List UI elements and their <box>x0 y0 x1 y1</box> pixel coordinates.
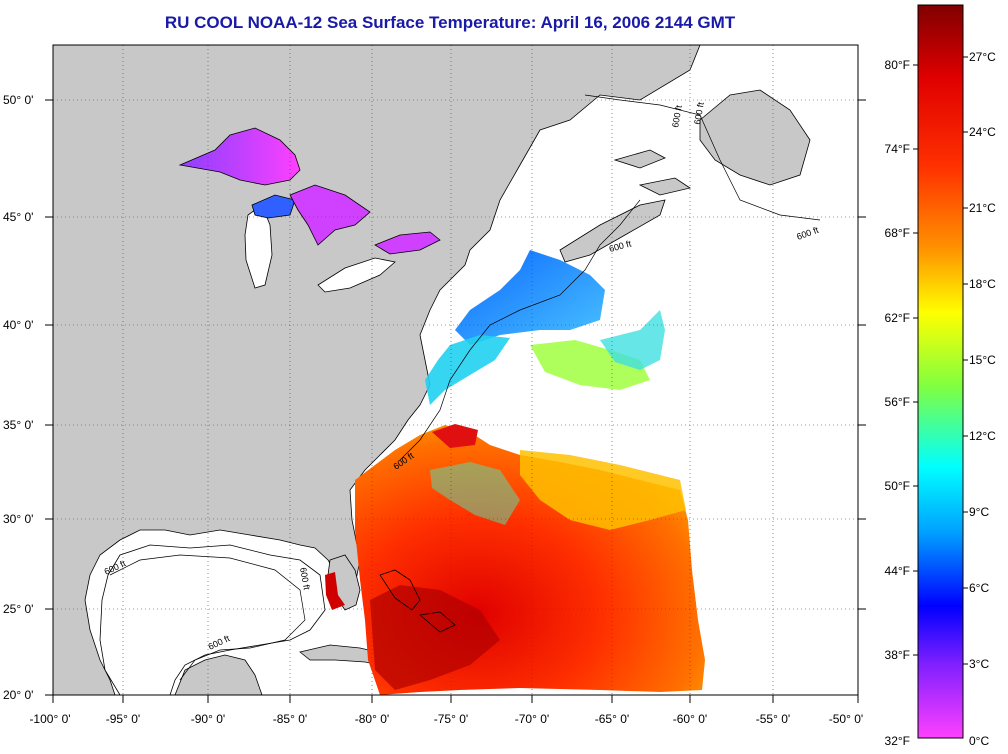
contour-label: 600 ft <box>670 104 684 128</box>
fahrenheit-label: 50°F <box>885 479 910 493</box>
celsius-label: 6°C <box>969 581 989 595</box>
depth-contour-600ft <box>109 94 821 681</box>
celsius-label: 24°C <box>969 125 996 139</box>
land-north-america <box>53 45 701 695</box>
lon-label: -55° 0' <box>756 712 790 726</box>
lat-label: 30° 0' <box>3 512 33 526</box>
fahrenheit-label: 68°F <box>885 226 910 240</box>
sst-offshore-cyan <box>600 310 665 370</box>
map-title: RU COOL NOAA-12 Sea Surface Temperature:… <box>164 13 736 32</box>
lon-label: -80° 0' <box>355 712 389 726</box>
colorbar-gradient <box>917 4 964 739</box>
lake-huron <box>289 184 371 246</box>
lat-label: 50° 0' <box>3 93 33 107</box>
latitude-labels: 50° 0' 45° 0' 40° 0' 35° 0' 30° 0' 25° 0… <box>3 93 33 702</box>
lon-label: -100° 0' <box>29 712 70 726</box>
land-bahamas <box>379 569 456 633</box>
celsius-label: 0°C <box>969 734 989 748</box>
lon-label: -75° 0' <box>434 712 468 726</box>
lon-label: -50° 0' <box>829 712 863 726</box>
lon-label: -65° 0' <box>595 712 629 726</box>
celsius-label: 12°C <box>969 429 996 443</box>
lon-label: -90° 0' <box>191 712 225 726</box>
sst-hatteras-red <box>432 424 478 448</box>
lake-erie <box>317 257 396 293</box>
sst-mixed-band <box>430 462 520 525</box>
map-canvas: 600 ft 600 ft 600 ft 600 ft 600 ft 600 f… <box>53 45 858 695</box>
gulf-of-mexico <box>99 544 326 695</box>
celsius-label: 3°C <box>969 657 989 671</box>
fahrenheit-label: 74°F <box>885 142 910 156</box>
land-islands-gulf-st-lawrence <box>613 149 691 196</box>
longitude-labels: -100° 0' -95° 0' -90° 0' -85° 0' -80° 0'… <box>29 712 863 726</box>
land-nova-scotia <box>559 199 666 263</box>
sst-dark-red-core <box>370 585 500 690</box>
celsius-label: 21°C <box>969 201 996 215</box>
sst-florida-keys-red <box>325 572 345 610</box>
fahrenheit-label: 62°F <box>885 311 910 325</box>
lat-label: 20° 0' <box>3 688 33 702</box>
lat-label: 25° 0' <box>3 602 33 616</box>
contour-label: 600 ft <box>298 567 312 591</box>
lake-ontario <box>374 231 441 255</box>
fahrenheit-label: 32°F <box>885 734 910 748</box>
lat-label: 35° 0' <box>3 418 33 432</box>
lon-label: -85° 0' <box>273 712 307 726</box>
colorbar-celsius-labels: 27°C 24°C 21°C 18°C 15°C 12°C 9°C 6°C 3°… <box>969 50 996 748</box>
sst-shelf-cold <box>455 250 605 345</box>
lon-label: -70° 0' <box>515 712 549 726</box>
colorbar: 80°F 74°F 68°F 62°F 56°F 50°F 44°F 38°F … <box>885 4 996 748</box>
lat-label: 45° 0' <box>3 210 33 224</box>
lake-michigan-north <box>251 194 296 219</box>
fahrenheit-label: 38°F <box>885 648 910 662</box>
lon-label: -95° 0' <box>106 712 140 726</box>
celsius-label: 15°C <box>969 353 996 367</box>
axis-ticks <box>45 99 866 703</box>
colorbar-ticks <box>913 56 968 665</box>
sst-yellow-band <box>520 450 686 530</box>
lat-label: 40° 0' <box>3 318 33 332</box>
map-frame <box>52 44 859 696</box>
graticule <box>53 45 858 695</box>
fahrenheit-label: 44°F <box>885 564 910 578</box>
lake-superior <box>178 127 301 186</box>
fahrenheit-label: 56°F <box>885 395 910 409</box>
celsius-label: 27°C <box>969 50 996 64</box>
colorbar-fahrenheit-labels: 80°F 74°F 68°F 62°F 56°F 50°F 44°F 38°F … <box>885 58 910 748</box>
sst-offshore-green <box>530 340 650 390</box>
sst-shelf-cyan <box>425 335 510 405</box>
lon-label: -60° 0' <box>673 712 707 726</box>
fahrenheit-label: 80°F <box>885 58 910 72</box>
celsius-label: 18°C <box>969 277 996 291</box>
land-newfoundland <box>699 89 811 186</box>
contour-label: 600 ft <box>692 101 706 125</box>
celsius-label: 9°C <box>969 505 989 519</box>
